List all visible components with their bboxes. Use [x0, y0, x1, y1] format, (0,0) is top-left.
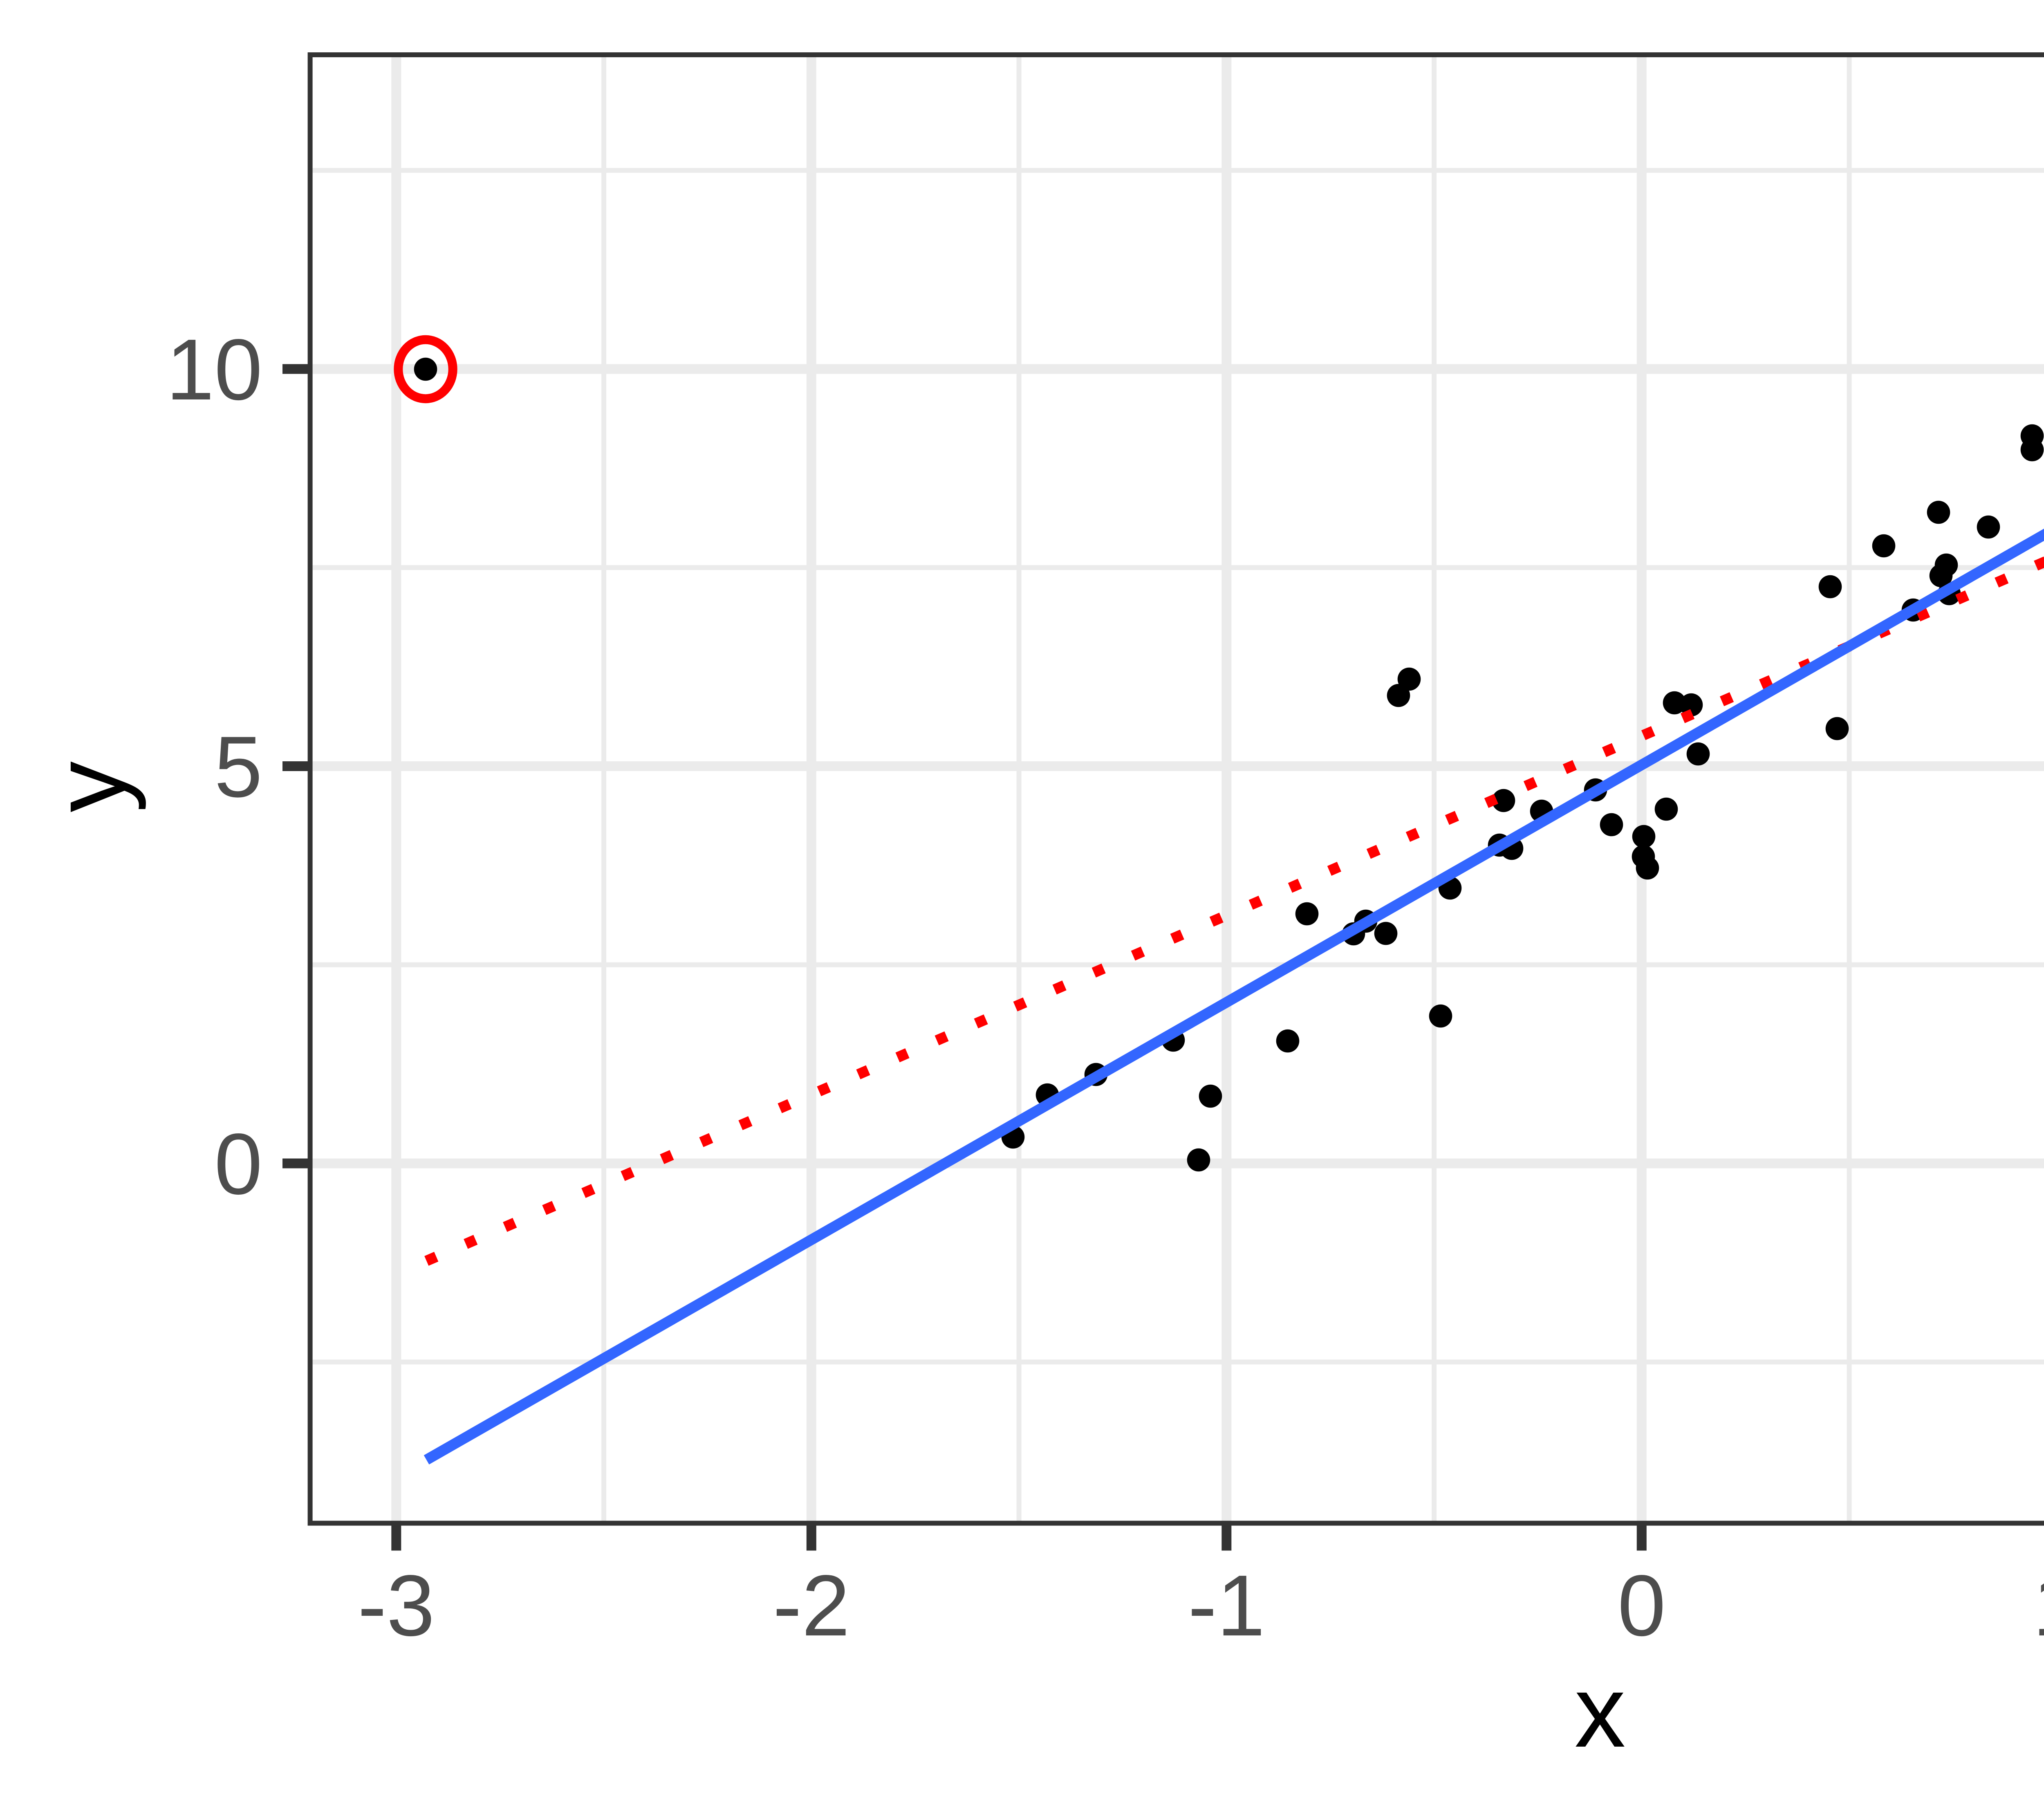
- svg-text:-1: -1: [1188, 1557, 1265, 1654]
- svg-text:-2: -2: [773, 1557, 850, 1654]
- svg-text:10: 10: [166, 321, 262, 418]
- svg-text:x: x: [1575, 1654, 1626, 1768]
- svg-text:y: y: [32, 761, 146, 812]
- svg-text:0: 0: [214, 1115, 262, 1212]
- svg-text:1: 1: [2033, 1557, 2044, 1654]
- svg-text:0: 0: [1618, 1557, 1666, 1654]
- svg-text:5: 5: [214, 718, 262, 815]
- svg-text:-3: -3: [358, 1557, 435, 1654]
